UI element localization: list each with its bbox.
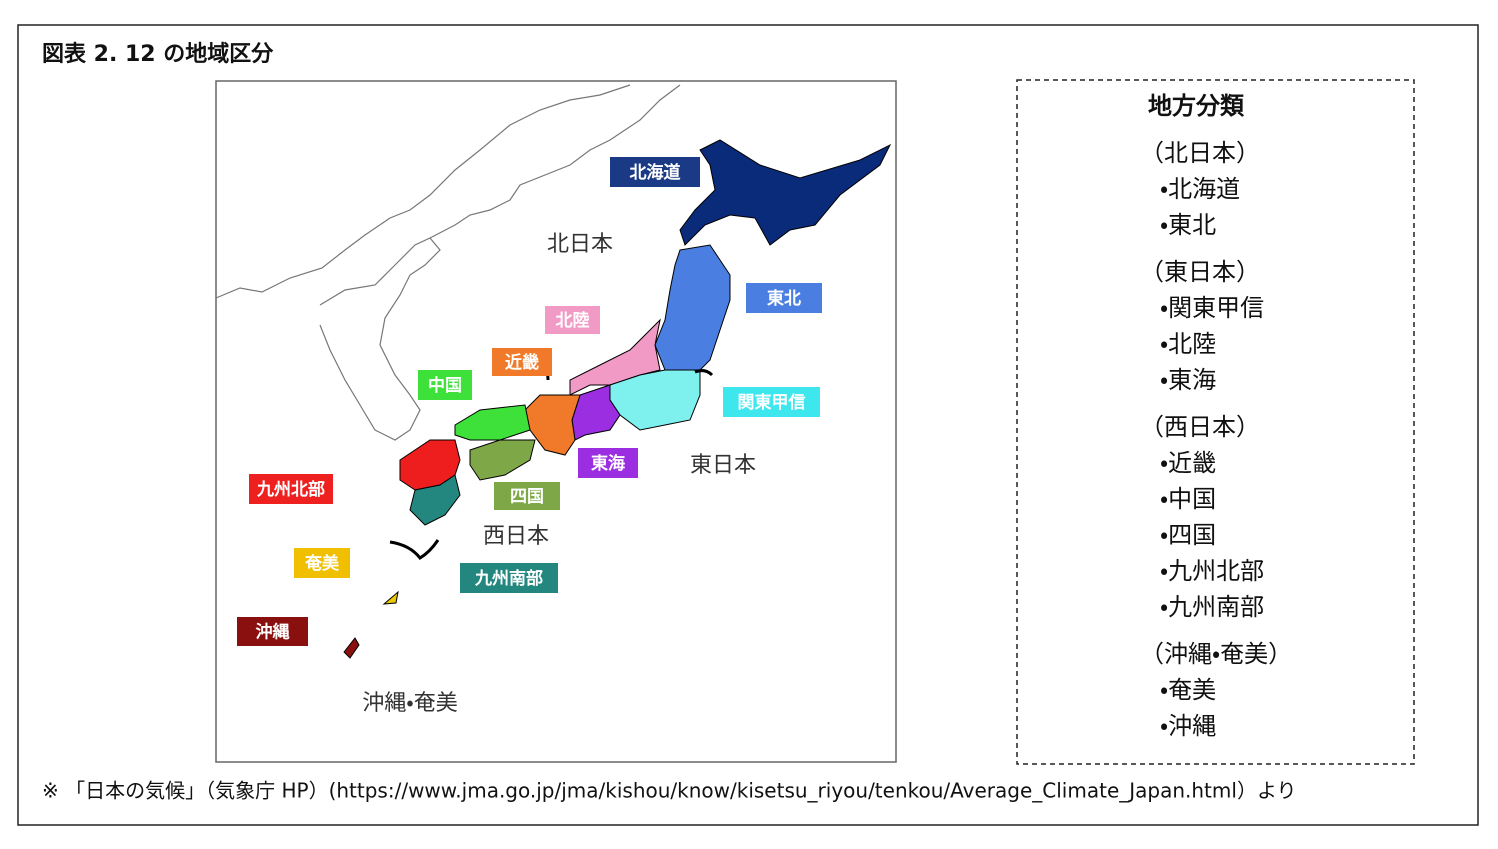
legend-item: ・近畿 bbox=[1160, 449, 1216, 477]
amami bbox=[382, 590, 399, 605]
legend-title: 地方分類 bbox=[1148, 92, 1245, 120]
region-label-box bbox=[746, 283, 822, 313]
region-label: 九州北部 bbox=[256, 479, 325, 500]
region-label: 東海 bbox=[591, 453, 625, 474]
legend-item: ・九州北部 bbox=[1160, 557, 1264, 585]
legend-item: ・奄美 bbox=[1160, 676, 1216, 704]
coastline bbox=[319, 237, 441, 441]
region-label-box bbox=[723, 387, 820, 417]
coastline bbox=[429, 84, 681, 239]
region-label-box bbox=[610, 157, 700, 187]
hokuriku bbox=[569, 318, 661, 396]
region-label: 北海道 bbox=[630, 162, 681, 183]
zone-label: 西日本 bbox=[483, 524, 549, 549]
kyushu-south bbox=[409, 474, 461, 526]
legend-group: （西日本） bbox=[1140, 413, 1260, 441]
hokkaido bbox=[679, 139, 892, 246]
shikoku bbox=[469, 439, 536, 481]
region-label-box bbox=[492, 348, 552, 376]
legend-frame bbox=[1016, 79, 1415, 765]
okinawa bbox=[343, 637, 360, 659]
legend-item: ・九州南部 bbox=[1160, 593, 1264, 621]
region-label: 近畿 bbox=[505, 352, 539, 373]
region-label: 奄美 bbox=[304, 553, 340, 574]
legend-item: ・四国 bbox=[1160, 521, 1216, 549]
zone-label: 沖縄・奄美 bbox=[362, 691, 457, 716]
region-label: 沖縄 bbox=[256, 622, 290, 643]
legend-group: （東日本） bbox=[1140, 258, 1260, 286]
legend-item: ・沖縄 bbox=[1160, 712, 1216, 740]
figure-title: 図表 2. 12 の地域区分 bbox=[42, 41, 274, 67]
chugoku bbox=[454, 404, 531, 441]
region-label: 東北 bbox=[767, 288, 801, 309]
footnote: ※ 「日本の気候」（気象庁 HP）(https://www.jma.go.jp/… bbox=[42, 779, 1297, 803]
region-label-box bbox=[418, 370, 472, 400]
region-label: 関東甲信 bbox=[738, 392, 806, 413]
region-label: 四国 bbox=[510, 487, 544, 507]
zone-boundary bbox=[389, 539, 440, 560]
region-label-box bbox=[249, 474, 333, 504]
region-label-box bbox=[460, 563, 558, 593]
legend-item: ・東海 bbox=[1160, 366, 1216, 394]
legend-item: ・北陸 bbox=[1160, 330, 1216, 358]
coastline bbox=[215, 84, 631, 299]
region-label: 九州南部 bbox=[474, 568, 543, 589]
zone-label: 北日本 bbox=[547, 232, 613, 257]
tohoku bbox=[654, 244, 731, 371]
region-label-box bbox=[578, 448, 638, 478]
region-label-box bbox=[494, 482, 560, 510]
legend-item: ・北海道 bbox=[1160, 175, 1240, 203]
region-label: 中国 bbox=[428, 375, 462, 396]
legend-group: （沖縄・奄美） bbox=[1140, 640, 1292, 668]
legend-item: ・関東甲信 bbox=[1160, 294, 1264, 322]
zone-boundary bbox=[694, 369, 714, 377]
region-label-box bbox=[545, 306, 600, 334]
zone-label: 東日本 bbox=[690, 453, 756, 478]
region-label: 北陸 bbox=[556, 310, 590, 331]
legend-group: （北日本） bbox=[1140, 139, 1260, 167]
legend-item: ・中国 bbox=[1160, 485, 1216, 513]
region-label-box bbox=[237, 617, 308, 646]
legend: 地方分類 （北日本） ・北海道・東北 （東日本） ・関東甲信・北陸・東海 （西日本） ・近… bbox=[1140, 92, 1292, 740]
legend-item: ・東北 bbox=[1160, 211, 1216, 239]
region-label-box bbox=[294, 548, 350, 578]
